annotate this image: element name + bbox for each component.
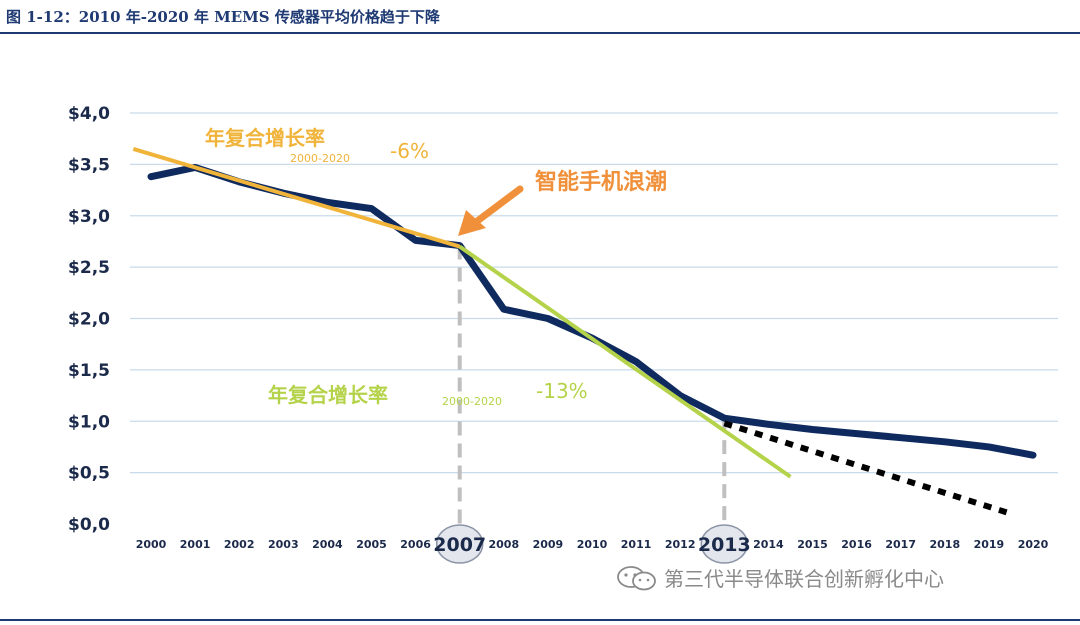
top-rule [0,32,1080,34]
trend-lines [132,147,1012,517]
data-point [414,238,418,242]
figure-caption: 图 1-12：2010 年-2020 年 MEMS 传感器平均价格趋于下降 [6,8,440,26]
cagr2-label: 年复合增长率 [268,383,388,407]
data-point [678,394,682,398]
y-tick-label: $1,0 [68,412,110,432]
price-series [147,163,1037,459]
data-point [811,427,814,431]
x-tick-label: 2018 [929,538,960,551]
x-tick-label: 2010 [577,538,608,551]
y-tick-label: $1,5 [68,361,110,381]
y-tick-label: $3,0 [68,207,110,227]
y-tick-label: $0,0 [68,515,110,535]
year-markers [457,245,727,524]
x-axis-ticks: 2000 2001 2002 2003 2004 2005 2006 2007 2008 2009… [136,524,1049,564]
data-point [325,200,329,204]
x-tick-label: 2016 [841,538,872,551]
smartphone-wave-label: 智能手机浪潮 [535,169,667,195]
x-tick-label: 2008 [488,538,519,551]
annotations: 年复合增长率 2000-2020 -6% 智能手机浪潮 年复合增长率 2000-… [205,126,667,408]
data-point [634,360,638,364]
cagr1-period: 2000-2020 [290,152,350,165]
x-tick-label: 2003 [268,538,299,551]
x-tick-label: 2000 [136,538,167,551]
watermark-text: 第三代半导体联合创新孵化中心 [664,567,944,591]
x-tick-label: 2004 [312,538,343,551]
trend-line-2000-2007 [132,147,461,249]
y-tick-label: $3,5 [68,155,110,175]
x-tick-label: 2015 [797,538,828,551]
grid-lines [130,112,1058,474]
x-tick-label: 2020 [1018,538,1049,551]
x-tick-label: 2019 [974,538,1005,551]
bottom-rule [0,619,1080,621]
x-tick-label: 2001 [180,538,211,551]
year-badge-2007 [435,524,484,564]
series-line-mems-price [147,163,1037,459]
y-axis-ticks: $0,0 $0,5 $1,0 $1,5 $2,0 $2,5 $3,0 $3,5 $4,0 [68,104,110,535]
cagr2-period: 2000-2020 [442,395,502,408]
data-point [987,445,991,449]
y-tick-label: $4,0 [68,104,110,124]
x-tick-label: 2002 [224,538,255,551]
y-tick-label: $2,5 [68,258,110,278]
cagr1-label: 年复合增长率 [205,126,325,150]
x-tick-label: 2007 [433,534,486,556]
projection-line [723,420,1012,517]
year-badge-2013 [700,524,749,564]
data-point [943,440,947,444]
data-point [546,317,550,320]
data-point [899,436,903,440]
data-point [722,416,726,420]
wechat-icon [617,565,656,590]
x-tick-label: 2013 [698,534,751,556]
x-tick-label: 2006 [400,538,431,551]
y-tick-label: $2,0 [68,310,110,330]
y-tick-label: $0,5 [68,464,110,484]
data-point [149,175,153,179]
data-point [502,307,506,311]
x-tick-label: 2005 [356,538,387,551]
data-point [1031,453,1035,457]
data-point [370,207,373,211]
smartphone-arrow-icon [458,185,524,236]
data-point [855,432,859,436]
cagr2-value: -13% [536,379,588,403]
x-tick-label: 2011 [621,538,652,551]
x-tick-label: 2009 [533,538,564,551]
cagr1-value: -6% [390,139,429,163]
x-tick-label: 2014 [753,538,784,551]
x-tick-label: 2017 [885,538,916,551]
watermark: 第三代半导体联合创新孵化中心 [616,563,944,592]
x-tick-label: 2012 [665,538,696,551]
data-point [766,422,770,426]
trend-line-2007-2014 [458,244,792,479]
